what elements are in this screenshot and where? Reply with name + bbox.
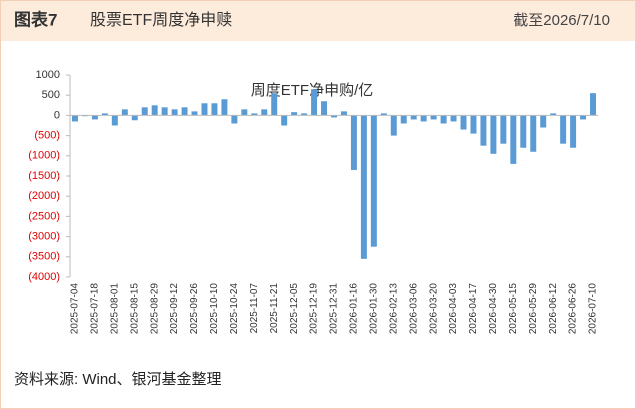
x-tick-label: 2026-03-20: [428, 283, 439, 335]
header-date: 截至2026/7/10: [513, 12, 610, 29]
bar: [390, 115, 397, 136]
x-tick-label: 2026-04-30: [488, 283, 499, 335]
x-tick-label: 2026-06-12: [548, 283, 559, 335]
bar: [211, 103, 218, 116]
y-tick-label: (1000): [28, 150, 60, 162]
bar: [410, 115, 417, 120]
bar: [560, 115, 567, 144]
bar: [131, 115, 138, 121]
y-tick-label: (3000): [28, 231, 60, 243]
source: 资料来源: Wind、银河基金整理: [14, 371, 222, 388]
bar: [181, 107, 188, 116]
y-tick-label: 500: [42, 89, 60, 101]
x-tick-label: 2025-07-04: [70, 283, 81, 335]
bar: [291, 112, 298, 116]
bar: [540, 115, 547, 128]
bar: [241, 109, 248, 116]
bar: [91, 115, 98, 120]
x-tick-label: 2025-08-15: [129, 283, 140, 335]
bar: [580, 115, 587, 120]
bar: [331, 115, 337, 118]
x-tick-label: 2025-12-31: [329, 283, 340, 335]
x-tick-label: 2025-11-07: [249, 283, 260, 334]
bar: [311, 89, 318, 116]
bar: [350, 115, 357, 170]
y-tick-label: 1000: [36, 69, 60, 81]
x-tick-label: 2025-10-24: [229, 283, 240, 335]
x-tick-label: 2026-01-30: [368, 283, 379, 335]
x-tick-label: 2026-04-17: [468, 283, 479, 335]
bar: [360, 115, 367, 259]
y-tick-label: (3500): [28, 251, 60, 263]
x-tick-label: 2025-11-21: [269, 283, 280, 334]
bar: [191, 111, 198, 116]
x-tick-label: 2025-10-10: [209, 283, 220, 335]
bar: [221, 99, 228, 116]
bar: [101, 113, 108, 116]
header-label: 图表7: [14, 9, 57, 29]
bar: [400, 115, 407, 124]
x-tick-label: 2025-08-01: [109, 283, 120, 335]
bar: [510, 115, 517, 164]
y-tick-label: (500): [34, 130, 60, 142]
x-tick-label: 2026-03-06: [408, 283, 419, 335]
bar: [420, 115, 427, 122]
x-tick-label: 2025-12-19: [309, 283, 320, 335]
bar: [171, 109, 178, 116]
bar: [380, 113, 387, 116]
bar: [590, 93, 597, 116]
bar: [271, 93, 278, 116]
bar: [520, 115, 527, 148]
bar: [450, 115, 457, 122]
y-tick-label: (2000): [28, 190, 60, 202]
x-tick-label: 2026-05-29: [528, 283, 539, 335]
bar: [460, 115, 467, 130]
bar: [470, 115, 477, 134]
x-tick-label: 2025-07-18: [90, 283, 101, 335]
y-tick-label: 0: [54, 109, 60, 121]
x-tick-label: 2025-09-12: [169, 283, 180, 335]
header-band: [1, 1, 635, 41]
bar: [231, 115, 238, 124]
bar: [440, 115, 447, 124]
bar: [530, 115, 537, 152]
x-tick-label: 2025-12-05: [289, 283, 300, 335]
x-tick-label: 2026-06-26: [568, 283, 579, 335]
bar: [111, 115, 118, 126]
x-tick-label: 2025-08-29: [149, 283, 160, 335]
bar: [251, 113, 258, 116]
x-tick-label: 2026-07-10: [588, 283, 599, 335]
bar: [201, 103, 208, 116]
bar: [340, 111, 347, 116]
bar: [121, 109, 128, 116]
y-tick-label: (4000): [28, 271, 60, 283]
bar: [161, 107, 168, 116]
bar: [480, 115, 487, 146]
bar: [500, 115, 507, 144]
x-tick-label: 2026-01-16: [349, 283, 360, 335]
y-tick-label: (2500): [28, 210, 60, 222]
bar: [301, 113, 308, 116]
bar: [550, 113, 557, 116]
bar: [71, 115, 78, 122]
x-tick-label: 2026-05-15: [508, 283, 519, 335]
x-tick-label: 2026-02-13: [388, 283, 399, 335]
bar: [141, 107, 148, 116]
bar: [281, 115, 288, 126]
bar: [321, 101, 328, 116]
bar: [570, 115, 577, 148]
y-tick-label: (1500): [28, 170, 60, 182]
header-title: 股票ETF周度净申赎: [90, 11, 232, 29]
x-tick-label: 2026-04-03: [448, 283, 459, 335]
x-tick-label: 2025-09-26: [189, 283, 200, 335]
bar: [151, 105, 158, 116]
bar: [261, 109, 268, 116]
bar: [490, 115, 497, 154]
bar: [370, 115, 377, 247]
bar: [430, 115, 437, 120]
